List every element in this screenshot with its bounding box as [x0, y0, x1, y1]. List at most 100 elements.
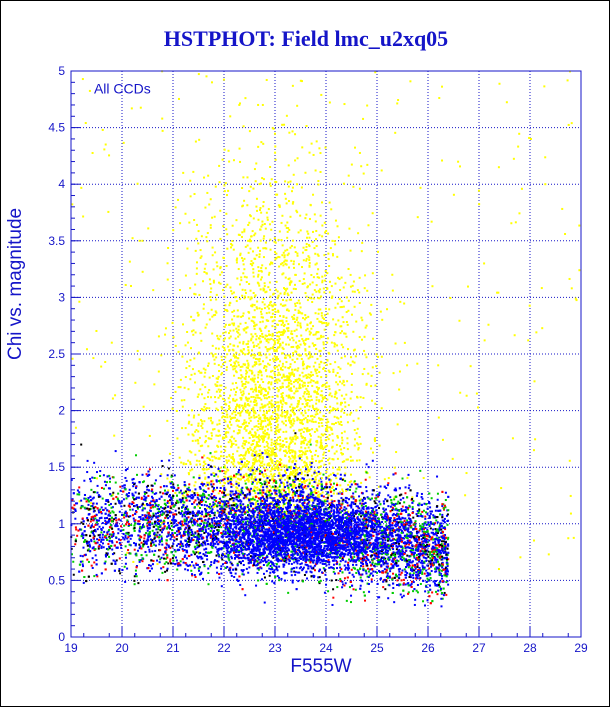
- scatter-point: [187, 414, 190, 417]
- scatter-point: [264, 473, 267, 476]
- scatter-point: [222, 339, 225, 342]
- scatter-point: [314, 370, 317, 373]
- scatter-point: [257, 420, 260, 423]
- scatter-point: [277, 309, 280, 312]
- scatter-point: [303, 397, 306, 400]
- scatter-point: [343, 447, 346, 450]
- scatter-point: [225, 228, 228, 231]
- scatter-point: [304, 447, 307, 450]
- scatter-point: [266, 423, 269, 426]
- scatter-point: [272, 360, 275, 363]
- scatter-point: [266, 216, 269, 219]
- scatter-point: [263, 463, 266, 466]
- scatter-point: [315, 410, 318, 413]
- scatter-point: [253, 327, 256, 330]
- scatter-point: [283, 256, 286, 259]
- scatter-point: [269, 295, 272, 298]
- scatter-point: [299, 324, 302, 327]
- scatter-point: [257, 266, 260, 269]
- scatter-point: [497, 568, 500, 571]
- scatter-point: [236, 403, 239, 406]
- scatter-point: [181, 355, 184, 358]
- scatter-point: [248, 221, 251, 224]
- scatter-point: [283, 450, 286, 453]
- scatter-point: [184, 212, 187, 215]
- scatter-point: [242, 390, 245, 393]
- scatter-point: [332, 370, 335, 373]
- scatter-point: [299, 478, 302, 481]
- scatter-point: [195, 261, 198, 264]
- scatter-point: [351, 313, 354, 316]
- scatter-point: [93, 535, 96, 538]
- scatter-point: [301, 384, 304, 387]
- scatter-point: [305, 367, 308, 370]
- scatter-point: [189, 469, 192, 472]
- scatter-point: [281, 273, 284, 276]
- scatter-point: [233, 416, 236, 419]
- scatter-point: [259, 239, 262, 242]
- scatter-point: [235, 259, 238, 262]
- scatter-point: [205, 236, 208, 239]
- scatter-point: [258, 183, 261, 186]
- scatter-point: [324, 274, 327, 277]
- scatter-point: [208, 437, 211, 440]
- scatter-point: [287, 185, 290, 188]
- scatter-point: [292, 318, 295, 321]
- scatter-point: [308, 333, 311, 336]
- scatter-point: [287, 309, 290, 312]
- scatter-point: [267, 319, 270, 322]
- scatter-point: [306, 375, 309, 378]
- scatter-point: [244, 385, 247, 388]
- scatter-point: [266, 487, 269, 490]
- scatter-point: [329, 392, 332, 395]
- scatter-point: [243, 295, 246, 298]
- scatter-point: [283, 375, 286, 378]
- scatter-point: [177, 97, 180, 100]
- scatter-point: [323, 446, 326, 449]
- scatter-point: [310, 297, 313, 300]
- scatter-point: [303, 418, 306, 421]
- scatter-point: [208, 376, 211, 379]
- scatter-point: [285, 386, 288, 389]
- scatter-point: [293, 373, 296, 376]
- scatter-point: [243, 275, 246, 278]
- scatter-point: [294, 379, 297, 382]
- scatter-point: [276, 413, 279, 416]
- scatter-point: [271, 377, 274, 380]
- scatter-point: [281, 333, 284, 336]
- scatter-point: [268, 353, 271, 356]
- scatter-point: [477, 189, 480, 192]
- scatter-point: [294, 456, 297, 459]
- scatter-point: [297, 467, 300, 470]
- scatter-point: [300, 471, 303, 474]
- scatter-point: [200, 514, 203, 517]
- scatter-point: [253, 321, 256, 324]
- scatter-point: [321, 281, 324, 284]
- scatter-point: [107, 210, 110, 213]
- scatter-point: [237, 506, 240, 509]
- scatter-point: [233, 353, 236, 356]
- scatter-point: [194, 293, 197, 296]
- scatter-point: [169, 560, 172, 563]
- scatter-point: [347, 309, 350, 312]
- scatter-point: [185, 463, 188, 466]
- scatter-point: [312, 407, 315, 410]
- scatter-point: [228, 405, 231, 408]
- scatter-point: [234, 439, 237, 442]
- scatter-point: [244, 402, 247, 405]
- scatter-point: [252, 379, 255, 382]
- scatter-point: [331, 239, 334, 242]
- scatter-point: [281, 411, 284, 414]
- scatter-point: [220, 355, 223, 358]
- scatter-point: [284, 289, 287, 292]
- scatter-point: [211, 375, 214, 378]
- scatter-point: [91, 557, 94, 560]
- scatter-point: [318, 417, 321, 420]
- scatter-point: [272, 481, 275, 484]
- scatter-point: [291, 373, 294, 376]
- scatter-point: [249, 469, 252, 472]
- scatter-point: [260, 507, 263, 510]
- scatter-point: [287, 381, 290, 384]
- scatter-point: [212, 505, 215, 508]
- scatter-point: [307, 337, 310, 340]
